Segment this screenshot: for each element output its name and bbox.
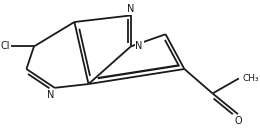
Text: CH₃: CH₃	[243, 74, 259, 83]
Text: Cl: Cl	[0, 42, 10, 52]
Text: O: O	[234, 116, 242, 126]
Text: N: N	[135, 42, 143, 52]
Text: N: N	[47, 90, 55, 100]
Text: N: N	[127, 4, 134, 14]
